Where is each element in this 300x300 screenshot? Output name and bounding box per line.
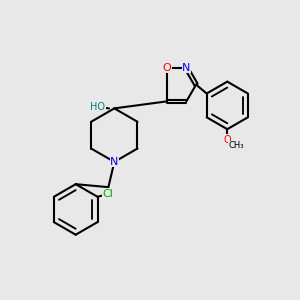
- Text: O: O: [224, 135, 231, 145]
- Text: N: N: [110, 157, 118, 167]
- Text: Cl: Cl: [103, 189, 113, 199]
- Text: CH₃: CH₃: [228, 141, 244, 150]
- Text: N: N: [182, 63, 190, 73]
- Text: O: O: [163, 63, 172, 73]
- Text: HO: HO: [91, 102, 106, 112]
